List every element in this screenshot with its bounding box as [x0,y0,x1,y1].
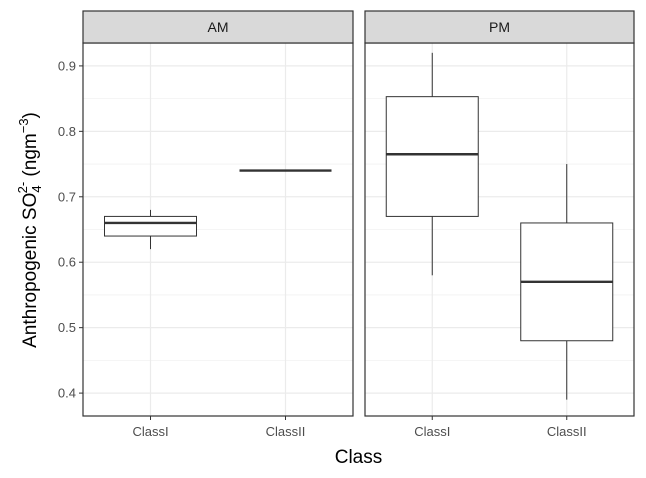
facets-layer: 0.4 0.5 0.6 0.7 0.8 0.9 AM ClassI ClassII PM Class… [58,10,635,439]
facet-panel-pm: PM ClassI ClassII [364,10,635,439]
x-tick-label: ClassI [132,424,168,439]
box-pm-classii [520,164,614,400]
facet-strip [82,10,354,44]
facet-strip [364,10,635,44]
x-axis-title: Class [335,447,383,468]
y-tick-label: 0.6 [58,255,76,270]
box-iqr [385,96,479,217]
box-iqr [104,215,197,237]
facet-strip-label: PM [489,19,510,35]
y-axis-title-prefix: Anthropogenic SO [20,193,41,348]
y-axis-title-unit-prefix: (ngm [20,133,41,182]
y-tick-label: 0.9 [58,58,76,73]
y-axis-title: Anthropogenic SO42- (ngm−3) [15,112,44,348]
y-axis-title-sup: 2- [15,182,30,194]
y-axis-title-unit-sup: −3 [16,118,31,133]
box-pm-classi [385,52,479,276]
box-am-classi [104,209,197,250]
y-axis-title-unit-suffix: ) [20,112,41,118]
y-axis-title-sub: 4 [29,185,44,192]
y-tick-label: 0.7 [58,189,76,204]
y-tick-label: 0.5 [58,320,76,335]
x-tick-label: ClassII [266,424,306,439]
facet-panel-am: AM ClassI ClassII [82,10,354,439]
y-tick-label: 0.8 [58,124,76,139]
x-tick-label: ClassII [547,424,587,439]
y-tick-label: 0.4 [58,386,76,401]
facet-strip-label: AM [208,19,229,35]
x-tick-label: ClassI [414,424,450,439]
